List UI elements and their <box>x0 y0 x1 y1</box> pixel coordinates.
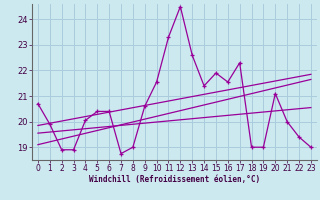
X-axis label: Windchill (Refroidissement éolien,°C): Windchill (Refroidissement éolien,°C) <box>89 175 260 184</box>
